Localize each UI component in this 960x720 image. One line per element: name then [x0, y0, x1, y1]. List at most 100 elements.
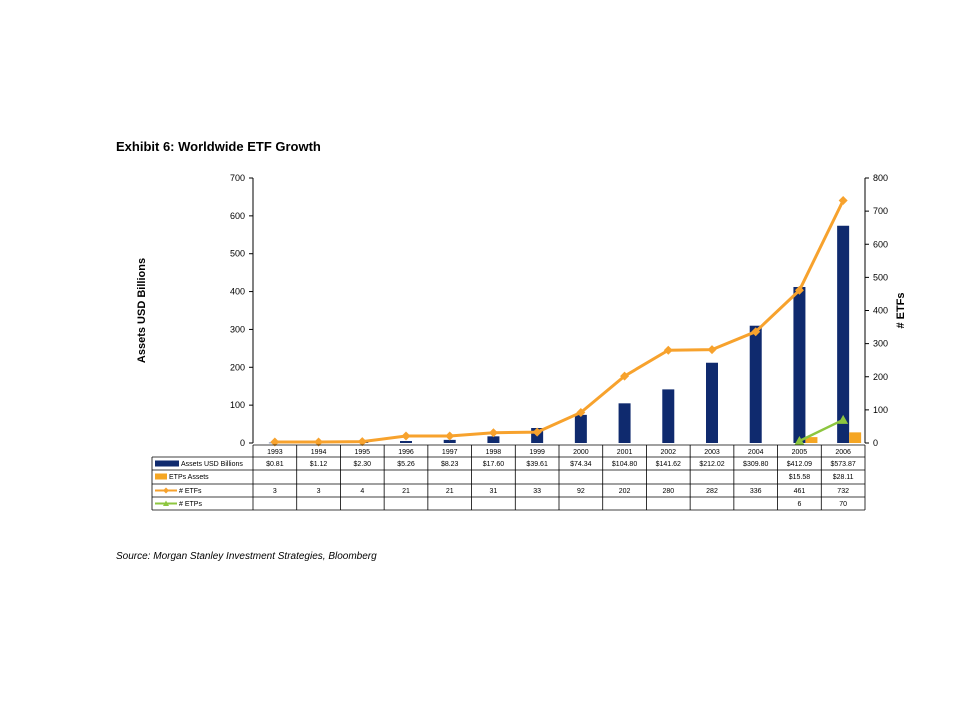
left-tick-label: 300: [230, 324, 245, 334]
legend-label-etps: # ETPs: [179, 501, 202, 508]
table-cell-value: 70: [839, 501, 847, 508]
etfs-marker: [270, 437, 280, 447]
etfs-marker: [576, 408, 586, 418]
left-tick-label: 200: [230, 362, 245, 372]
table-cell-value: $141.62: [656, 461, 681, 468]
assets-bar: [793, 286, 806, 443]
left-tick-label: 500: [230, 249, 245, 259]
table-cell-value: 21: [402, 488, 410, 495]
legend-key-etps-assets: [155, 473, 167, 480]
legend-label-assets: Assets USD Billions: [181, 461, 243, 468]
table-cell-value: $412.09: [787, 461, 812, 468]
left-axis-title: Assets USD Billions: [136, 258, 148, 363]
table-year-label: 1993: [267, 449, 283, 456]
right-tick-label: 300: [873, 339, 888, 349]
assets-bar: [443, 439, 456, 443]
table-year-label: 2002: [660, 449, 676, 456]
table-year-label: 2005: [792, 449, 808, 456]
table-cell-value: 6: [797, 501, 801, 508]
right-tick-label: 700: [873, 206, 888, 216]
etfs-marker: [401, 431, 411, 441]
table-cell-value: $28.11: [833, 474, 854, 481]
table-cell-value: $0.81: [266, 461, 284, 468]
right-tick-label: 600: [873, 239, 888, 249]
exhibit-title: Exhibit 6: Worldwide ETF Growth: [116, 139, 321, 154]
etfs-marker: [663, 345, 673, 355]
left-tick-label: 0: [240, 438, 245, 448]
table-cell-value: $309.80: [743, 461, 768, 468]
etfs-marker: [532, 427, 542, 437]
right-tick-label: 0: [873, 438, 878, 448]
table-cell-value: $2.30: [354, 461, 372, 468]
left-tick-label: 600: [230, 211, 245, 221]
table-cell-value: 3: [273, 488, 277, 495]
table-cell-value: 461: [794, 488, 806, 495]
legend-label-etfs: # ETFs: [179, 488, 202, 495]
table-year-label: 1999: [529, 449, 545, 456]
etps-line: [798, 418, 844, 443]
table-cell-value: $104.80: [612, 461, 637, 468]
table-cell-value: 202: [619, 488, 631, 495]
legend-key-assets: [155, 460, 179, 467]
assets-bar: [400, 441, 412, 443]
left-tick-label: 400: [230, 287, 245, 297]
right-tick-label: 100: [873, 405, 888, 415]
legend-key-etps-marker: [163, 500, 169, 506]
right-axis-title: # ETFs: [895, 292, 907, 328]
source-note: Source: Morgan Stanley Investment Strate…: [116, 551, 377, 562]
left-tick-label: 100: [230, 400, 245, 410]
right-tick-label: 500: [873, 272, 888, 282]
assets-bar: [574, 414, 587, 443]
assets-bar: [837, 225, 850, 443]
table-year-label: 1997: [442, 449, 458, 456]
table-year-label: 1995: [354, 449, 370, 456]
etfs-marker: [751, 327, 761, 337]
table-cell-value: $39.61: [526, 461, 548, 468]
table-cell-value: 31: [490, 488, 498, 495]
table-year-label: 1996: [398, 449, 414, 456]
table-year-label: 2003: [704, 449, 720, 456]
etfs-marker: [357, 437, 367, 447]
table-cell-value: 280: [662, 488, 674, 495]
etfs-marker: [620, 371, 630, 381]
assets-bar: [618, 403, 631, 443]
table-cell-value: 33: [533, 488, 541, 495]
table-cell-value: $573.87: [830, 461, 855, 468]
table-cell-value: 336: [750, 488, 762, 495]
table-year-label: 2006: [835, 449, 851, 456]
etfs-marker: [488, 428, 498, 438]
table-cell-value: $8.23: [441, 461, 459, 468]
table-year-label: 2004: [748, 449, 764, 456]
data-table: [151, 444, 866, 511]
table-year-label: 2000: [573, 449, 589, 456]
etps-marker: [838, 414, 849, 424]
table-cell-value: $5.26: [397, 461, 415, 468]
table-year-label: 2001: [617, 449, 633, 456]
table-cell-value: 21: [446, 488, 454, 495]
table-cell-value: 92: [577, 488, 585, 495]
table-cell-value: $17.60: [483, 461, 505, 468]
etps-marker: [794, 436, 805, 446]
table-cell-value: $1.12: [310, 461, 328, 468]
assets-bar: [706, 362, 718, 443]
left-tick-label: 700: [230, 173, 245, 183]
etfs-marker: [794, 285, 804, 295]
etfs-line: [274, 199, 845, 444]
table-cell-value: 282: [706, 488, 718, 495]
right-tick-label: 200: [873, 372, 888, 382]
assets-bar: [749, 325, 762, 443]
table-cell-value: $212.02: [699, 461, 724, 468]
etfs-marker: [445, 431, 455, 441]
etps-assets-bar: [849, 432, 862, 443]
assets-bar: [487, 436, 500, 443]
table-year-label: 1998: [486, 449, 502, 456]
etps-assets-bar: [805, 437, 818, 443]
table-cell-value: $15.58: [789, 474, 811, 481]
right-tick-label: 800: [873, 173, 888, 183]
etfs-marker: [314, 437, 324, 447]
right-tick-label: 400: [873, 306, 888, 316]
table-year-label: 1994: [311, 449, 327, 456]
table-cell-value: 732: [837, 488, 849, 495]
table-cell-value: 4: [360, 488, 364, 495]
